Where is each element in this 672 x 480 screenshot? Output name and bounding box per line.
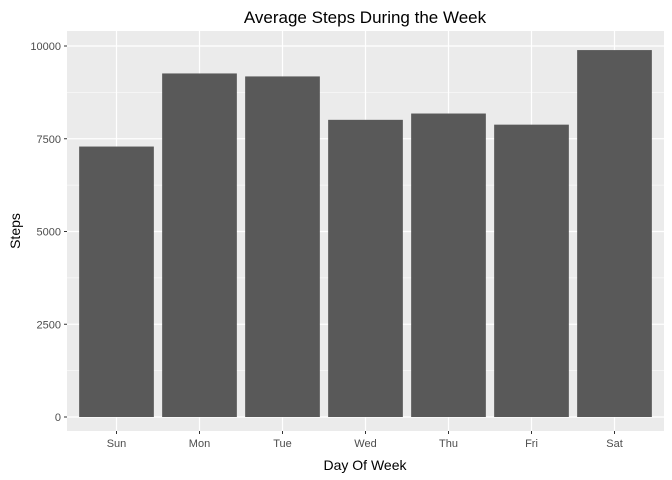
x-tick-label-wed: Wed [354, 438, 376, 450]
x-tick-label-tue: Tue [273, 438, 292, 450]
bar-wed [328, 119, 403, 417]
x-axis-ticks: Sun Mon Tue Wed Thu Fri Sat [107, 431, 623, 450]
x-tick-label-mon: Mon [189, 438, 210, 450]
bar-sun [79, 146, 154, 417]
bars [79, 50, 652, 418]
bar-tue [245, 76, 320, 417]
y-axis-ticks: 0 2500 5000 7500 10000 [30, 41, 67, 424]
y-axis-title: Steps [7, 213, 23, 249]
x-tick-label-thu: Thu [439, 438, 458, 450]
y-tick-label: 10000 [30, 41, 61, 53]
y-tick-label: 5000 [37, 227, 61, 239]
bar-mon [162, 73, 237, 417]
x-tick-label-sat: Sat [606, 438, 623, 450]
y-tick-label: 7500 [37, 134, 61, 146]
x-axis-title: Day Of Week [324, 457, 408, 473]
bar-thu [411, 113, 486, 417]
y-tick-label: 2500 [37, 319, 61, 331]
x-tick-label-sun: Sun [107, 438, 127, 450]
bar-fri [494, 124, 569, 417]
x-tick-label-fri: Fri [525, 438, 538, 450]
bar-sat [577, 50, 652, 418]
chart-title: Average Steps During the Week [244, 8, 487, 27]
y-tick-label: 0 [55, 412, 61, 424]
